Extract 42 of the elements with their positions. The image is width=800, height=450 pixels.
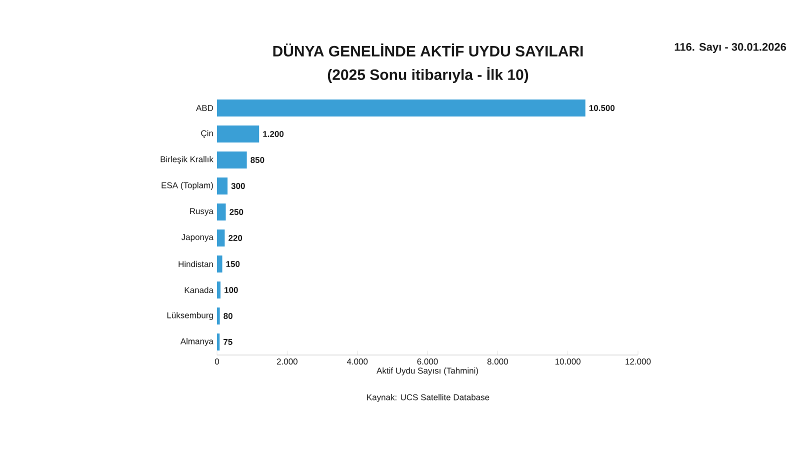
chart-title: DÜNYA GENELİNDE AKTİF UYDU SAYILARI xyxy=(273,44,583,56)
x-tick-label: 4.000 xyxy=(346,358,368,365)
data-label: 850 xyxy=(250,157,264,164)
y-tick-label: Birleşik Krallık xyxy=(160,156,214,164)
bar xyxy=(217,178,228,195)
y-tick-label: Japonya xyxy=(181,234,214,242)
y-tick-label: Hindistan xyxy=(178,260,213,268)
data-label: 220 xyxy=(228,235,242,242)
data-label: 80 xyxy=(224,313,232,320)
y-tick-label: Rusya xyxy=(190,208,214,216)
data-label: 100 xyxy=(224,287,238,294)
bar xyxy=(217,204,226,221)
bar xyxy=(217,126,260,143)
x-axis-title: Aktif Uydu Sayısı (Tahmini) xyxy=(376,367,478,376)
y-tick-label: ABD xyxy=(196,105,214,111)
data-label: 150 xyxy=(226,261,240,268)
y-tick-label: Almanya xyxy=(180,338,214,346)
bar xyxy=(217,100,586,117)
data-label: 10.500 xyxy=(589,105,615,112)
y-tick-label: Lüksemburg xyxy=(167,312,213,320)
data-label: 250 xyxy=(230,209,244,216)
bar xyxy=(217,334,220,351)
x-tick-label: 12.000 xyxy=(626,358,651,365)
x-tick-label: 6.000 xyxy=(417,358,438,365)
chart-subtitle: (2025 Sonu itibarıyla - İlk 10) xyxy=(328,67,528,83)
y-tick-label: ESA (Toplam) xyxy=(162,182,213,190)
bar xyxy=(217,230,225,246)
bar xyxy=(217,308,220,325)
x-tick-label: 0 xyxy=(214,358,220,365)
text: Kaynak: UCS Satellite Database xyxy=(367,394,490,402)
data-label: 300 xyxy=(231,182,245,190)
text: 116. Sayı - 30.01.2026 xyxy=(674,43,786,53)
x-tick-label: 10.000 xyxy=(555,358,580,365)
y-tick-label: Çin xyxy=(201,130,213,138)
bar xyxy=(217,256,222,273)
data-label: 75 xyxy=(224,339,232,345)
bar xyxy=(217,152,247,169)
x-tick-label: 2.000 xyxy=(276,358,298,365)
y-tick-label: Kanada xyxy=(184,286,214,294)
data-label: 1.200 xyxy=(263,131,284,138)
x-tick-label: 8.000 xyxy=(487,358,508,365)
bar xyxy=(217,282,221,299)
